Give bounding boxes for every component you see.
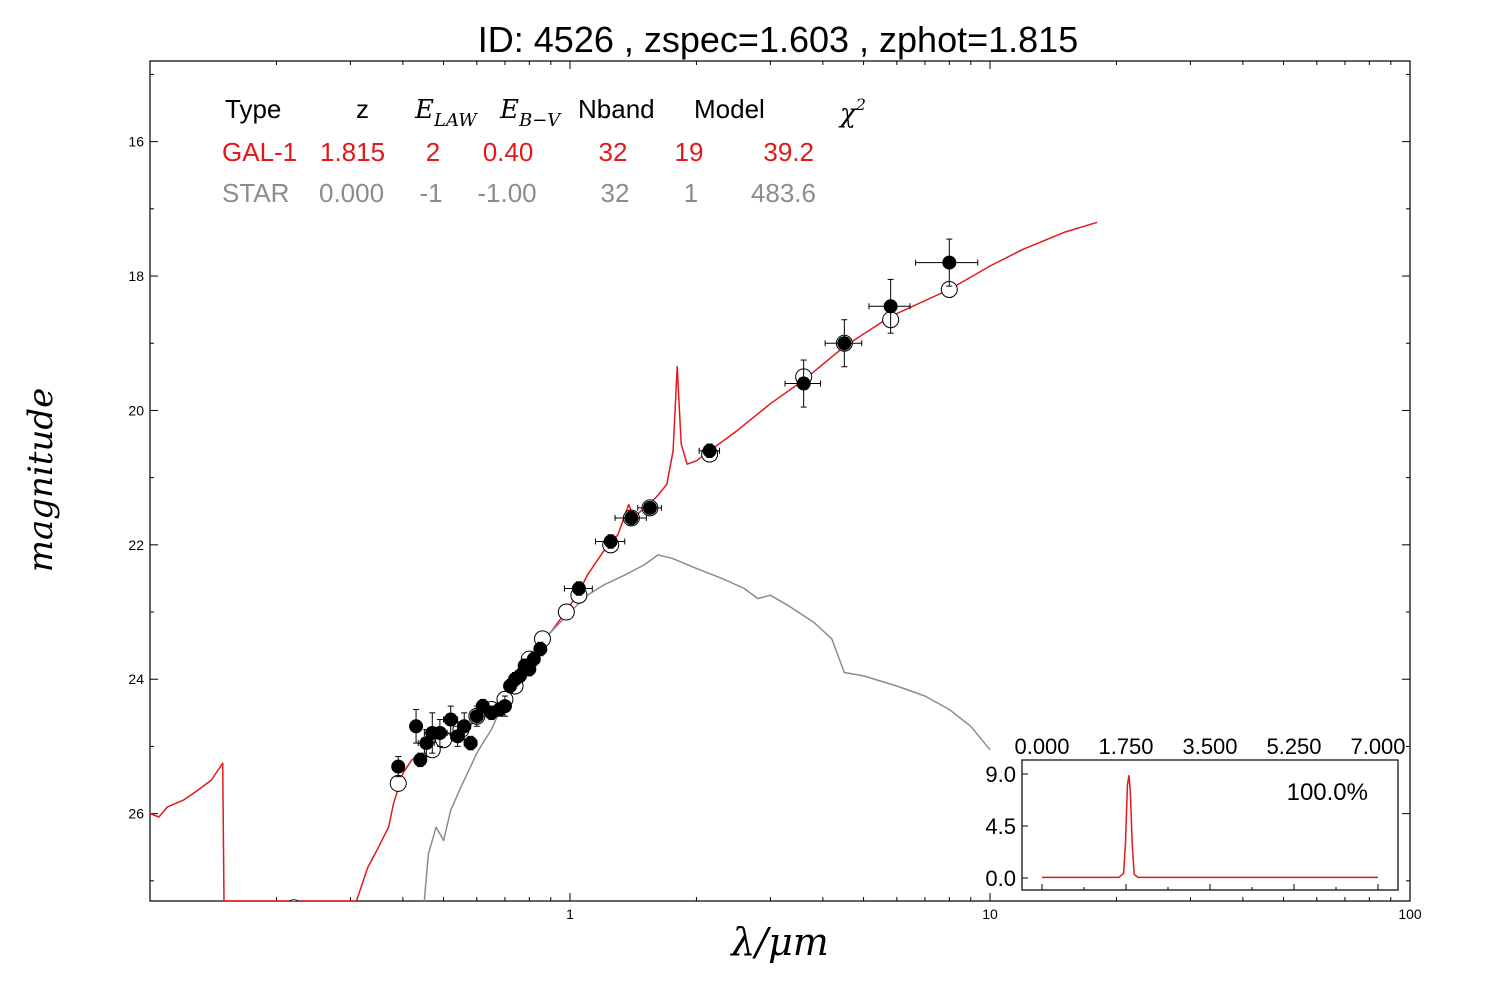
- x-tick-label: 100: [1398, 906, 1422, 922]
- y-tick-label: 20: [128, 402, 144, 418]
- star-type: STAR: [222, 178, 289, 208]
- plot-frame: [149, 60, 1411, 902]
- header-e-law: ELAW: [414, 95, 478, 131]
- model-point: [288, 899, 300, 901]
- header-e-bv: EB−V: [499, 95, 562, 131]
- star-z: 0.000: [319, 178, 384, 208]
- y-tick-label: 22: [128, 537, 144, 553]
- observed-point: [432, 726, 447, 740]
- inset-y-tick-label: 0.0: [985, 866, 1016, 891]
- inset-x-tick-label: 5.250: [1266, 734, 1321, 759]
- x-tick-label: 1: [566, 906, 574, 922]
- chart-title: ID: 4526 , zspec=1.603 , zphot=1.815: [478, 19, 1078, 60]
- header-e-bv-main: E: [499, 95, 519, 125]
- fit-row-gal: GAL-1 1.815 2 0.40 32 19 39.2: [222, 137, 814, 167]
- header-chi2: χ2: [838, 95, 866, 129]
- gal-chi2: 39.2: [763, 137, 814, 167]
- star-template-line: [423, 554, 991, 901]
- template-curves: [150, 221, 1098, 901]
- observed-point: [642, 500, 657, 515]
- y-tick-label: 16: [128, 134, 144, 150]
- header-nband: Nband: [578, 94, 655, 124]
- x-tick-label: 10: [982, 906, 998, 922]
- inset-x-tick-label: 3.500: [1182, 734, 1237, 759]
- observed-point: [463, 736, 478, 751]
- gal-e-bv: 0.40: [483, 137, 534, 167]
- pdz-inset: 0.000 1.750 3.500 5.250 7.000 9.0 4.5 0.0 100.0…: [985, 734, 1405, 891]
- observed-point: [413, 752, 428, 767]
- gal-nband: 32: [599, 137, 628, 167]
- star-chi2: 483.6: [751, 178, 816, 208]
- gal-z: 1.815: [320, 137, 385, 167]
- star-model: 1: [684, 178, 698, 208]
- observed-point: [624, 510, 639, 525]
- observed-point: [702, 443, 717, 458]
- observed-point: [796, 376, 811, 391]
- header-e-bv-sub: B−V: [518, 110, 562, 131]
- observed-point: [450, 729, 465, 744]
- observed-point: [533, 642, 548, 656]
- inset-x-tick-label: 1.750: [1098, 734, 1153, 759]
- gal-type: GAL-1: [222, 137, 297, 167]
- inset-ticks: 0.000 1.750 3.500 5.250 7.000 9.0 4.5 0.0: [985, 734, 1405, 891]
- inset-probability-label: 100.0%: [1287, 779, 1368, 806]
- observed-point: [497, 699, 512, 714]
- gal-template-line: [150, 221, 1098, 901]
- y-axis-label: magnitude: [21, 388, 61, 573]
- header-model: Model: [694, 94, 765, 124]
- observed-point: [571, 581, 586, 596]
- observed-point: [603, 534, 618, 549]
- y-tick-label: 24: [128, 671, 144, 687]
- x-axis-label: λ/μm: [729, 920, 829, 964]
- observed-point: [883, 299, 898, 314]
- fit-table-header: Type z ELAW EB−V Nband Model χ2: [225, 94, 866, 131]
- header-e-law-sub: LAW: [433, 110, 478, 131]
- observed-point: [419, 736, 434, 751]
- photometry-points: [288, 238, 979, 901]
- inset-frame: [1021, 759, 1399, 891]
- star-e-law: -1: [419, 178, 442, 208]
- observed-point: [837, 336, 852, 351]
- observed-point: [409, 719, 424, 734]
- pdz-curve: [1042, 775, 1378, 879]
- gal-model: 19: [675, 137, 704, 167]
- header-z: z: [356, 94, 369, 124]
- fit-row-star: STAR 0.000 -1 -1.00 32 1 483.6: [222, 178, 816, 208]
- observed-point: [391, 759, 406, 774]
- inset-x-tick-label: 7.000: [1350, 734, 1405, 759]
- model-point: [557, 603, 575, 621]
- star-nband: 32: [601, 178, 630, 208]
- observed-point: [443, 712, 458, 727]
- header-chi2-main: χ: [838, 99, 858, 129]
- inset-y-tick-label: 9.0: [985, 762, 1016, 787]
- model-point: [389, 774, 407, 792]
- gal-e-law: 2: [426, 137, 440, 167]
- observed-point: [526, 652, 541, 667]
- header-e-law-main: E: [414, 95, 434, 125]
- inset-x-tick-label: 0.000: [1014, 734, 1069, 759]
- y-tick-label: 18: [128, 268, 144, 284]
- header-type: Type: [225, 94, 281, 124]
- star-e-bv: -1.00: [477, 178, 536, 208]
- header-chi2-sup: 2: [855, 95, 866, 114]
- y-tick-label: 26: [128, 806, 144, 822]
- observed-point: [457, 719, 472, 734]
- inset-y-tick-label: 4.5: [985, 814, 1016, 839]
- observed-point: [942, 255, 957, 270]
